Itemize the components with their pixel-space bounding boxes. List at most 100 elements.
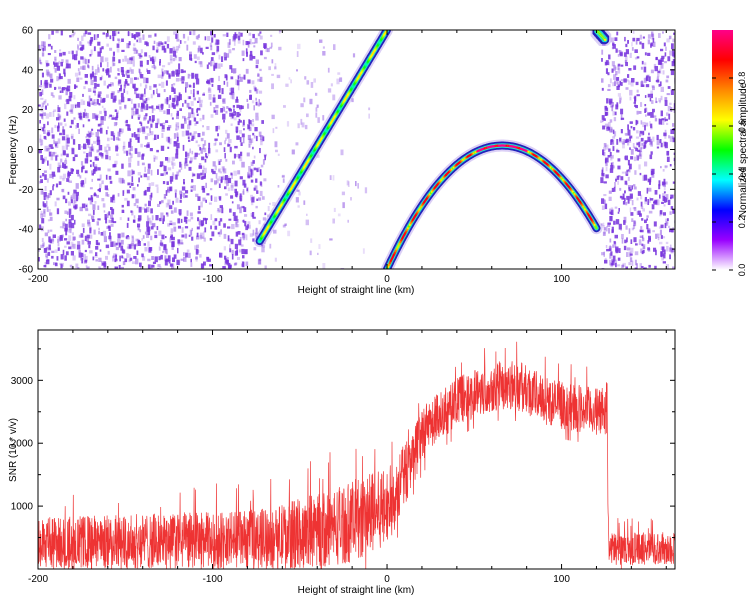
noise-dot [115,146,118,152]
noise-dot [128,31,130,36]
noise-dot [666,246,669,252]
noise-dot [309,99,312,104]
noise-dot [70,197,72,201]
noise-dot [605,204,607,210]
noise-dot [368,108,370,111]
noise-dot [62,146,65,151]
noise-dot [134,215,136,218]
noise-dot [662,31,664,33]
noise-dot [100,56,103,62]
noise-dot [97,221,99,225]
noise-dot [114,31,117,36]
noise-dot [259,258,262,261]
noise-dot [605,258,607,264]
noise-dot [625,44,627,47]
noise-dot [97,129,100,131]
noise-dot [65,199,67,203]
noise-dot [235,111,237,116]
noise-dot [613,256,616,262]
noise-dot [71,104,75,108]
noise-dot [77,245,80,250]
noise-dot [188,112,191,118]
noise-dot [602,88,604,91]
noise-dot [167,187,169,192]
noise-dot [179,78,182,81]
noise-dot [61,235,63,238]
noise-dot [62,136,65,140]
noise-dot [617,181,619,185]
noise-dot [145,85,147,89]
noise-dot [105,69,108,71]
noise-dot [109,220,113,223]
noise-dot [209,203,212,205]
noise-dot [85,31,88,35]
noise-dot [92,204,95,210]
noise-dot [233,69,236,74]
noise-dot [200,233,203,239]
noise-dot [58,247,60,251]
noise-dot [238,32,240,36]
noise-dot [605,112,607,116]
noise-dot [132,238,135,242]
noise-dot [206,257,209,262]
noise-dot [234,146,238,149]
noise-dot [206,47,209,49]
noise-dot [41,218,44,223]
noise-dot [137,152,140,157]
noise-dot [198,206,200,210]
noise-dot [193,93,195,97]
noise-dot [167,99,169,105]
noise-dot [42,52,44,56]
noise-dot [112,256,115,261]
noise-dot [238,231,241,235]
noise-dot [97,167,100,170]
noise-dot [126,253,128,258]
noise-dot [196,250,199,253]
noise-dot [237,204,240,209]
noise-dot [66,178,69,182]
noise-dot [646,224,648,229]
noise-dot [247,153,250,157]
noise-dot [617,264,620,266]
noise-dot [640,236,644,238]
noise-dot [67,241,70,244]
noise-dot [138,134,140,138]
noise-dot [159,256,161,260]
noise-dot [642,238,644,242]
noise-dot [612,188,614,192]
noise-dot [650,44,652,48]
noise-dot [618,212,620,214]
noise-dot [146,78,149,83]
noise-dot [117,90,119,93]
noise-dot [240,193,242,199]
noise-dot [182,131,185,137]
noise-dot [117,48,120,52]
noise-dot [634,170,636,175]
noise-dot [174,254,177,258]
noise-dot [46,113,49,118]
noise-dot [39,120,41,124]
noise-dot [612,136,615,139]
noise-dot [113,52,115,56]
noise-dot [87,220,90,225]
noise-dot [628,160,630,166]
noise-dot [134,89,136,94]
noise-dot [664,136,666,139]
clip-mask [675,305,700,594]
noise-dot [193,83,195,88]
noise-dot [641,81,643,86]
noise-dot [606,128,609,131]
noise-dot [647,188,649,194]
noise-dot [61,189,64,192]
noise-dot [297,44,301,49]
noise-dot [211,178,214,182]
noise-dot [64,238,67,240]
noise-dot [670,136,672,142]
noise-dot [166,80,168,85]
noise-dot [254,127,257,131]
noise-dot [139,38,142,43]
snr-y-axis-label: SNR (10 * v/v) [8,418,19,482]
noise-dot [206,126,209,130]
noise-dot [278,185,280,188]
noise-dot [72,244,75,249]
